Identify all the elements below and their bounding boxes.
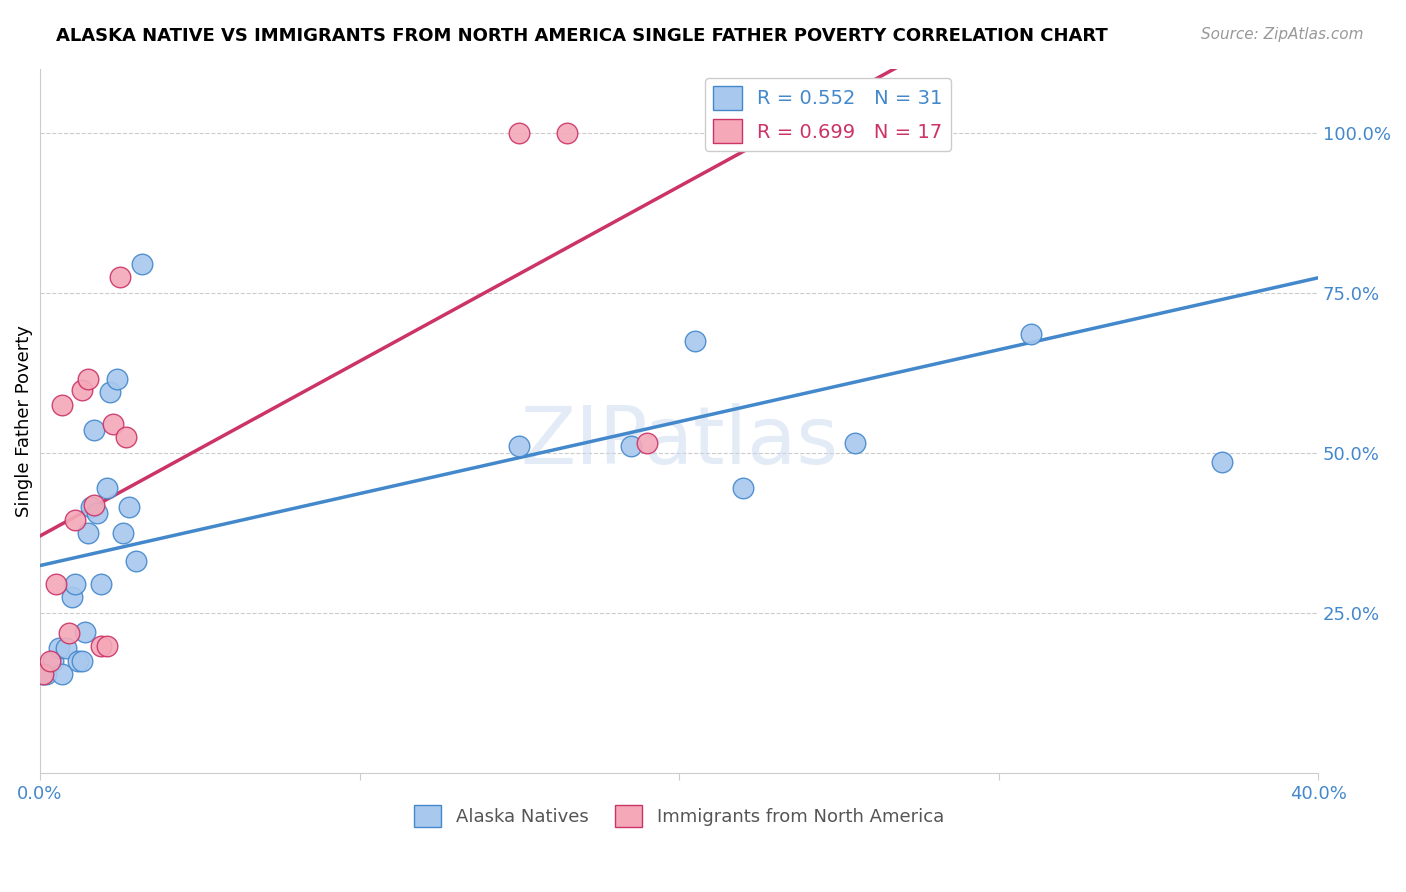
Point (51, 398, 73, 412)
Point (77, 525, 100, 540)
Point (115, 430, 138, 444)
Point (96, 639, 118, 653)
Legend: Alaska Natives, Immigrants from North America: Alaska Natives, Immigrants from North Am… (406, 797, 952, 834)
Point (60, 590, 83, 604)
Text: ZIPatlas: ZIPatlas (520, 403, 838, 481)
Point (508, 439, 530, 453)
Point (683, 334, 706, 348)
Point (731, 481, 754, 495)
Point (103, 417, 125, 431)
Point (73, 624, 96, 639)
Point (83, 498, 105, 512)
Point (98, 384, 121, 399)
Point (67, 654, 90, 668)
Point (38, 654, 60, 668)
Point (63, 577, 86, 591)
Point (125, 554, 148, 568)
Text: Source: ZipAtlas.com: Source: ZipAtlas.com (1201, 27, 1364, 42)
Point (58, 626, 80, 640)
Point (1019, 327, 1042, 342)
Point (90, 577, 112, 591)
Point (83, 423, 105, 437)
Point (32, 666, 55, 681)
Point (86, 507, 108, 521)
Point (70, 654, 93, 668)
Point (77, 372, 100, 386)
Text: ALASKA NATIVE VS IMMIGRANTS FROM NORTH AMERICA SINGLE FATHER POVERTY CORRELATION: ALASKA NATIVE VS IMMIGRANTS FROM NORTH A… (56, 27, 1108, 45)
Point (112, 525, 135, 540)
Point (90, 639, 112, 653)
Point (555, 126, 578, 140)
Point (620, 439, 643, 453)
Point (844, 436, 866, 450)
Point (55, 640, 77, 655)
Point (70, 383, 93, 397)
Point (32, 666, 55, 681)
Point (131, 257, 153, 271)
Point (636, 436, 658, 450)
Point (1211, 455, 1233, 469)
Point (748, 126, 770, 140)
Point (105, 372, 128, 386)
Point (118, 500, 141, 514)
Point (63, 513, 86, 527)
Point (80, 500, 103, 514)
Point (508, 126, 530, 140)
Point (35, 666, 58, 681)
Y-axis label: Single Father Poverty: Single Father Poverty (15, 325, 32, 516)
Point (108, 269, 131, 284)
Point (45, 577, 67, 591)
Point (42, 654, 65, 668)
Point (51, 666, 73, 681)
Point (48, 640, 70, 655)
Point (96, 481, 118, 495)
